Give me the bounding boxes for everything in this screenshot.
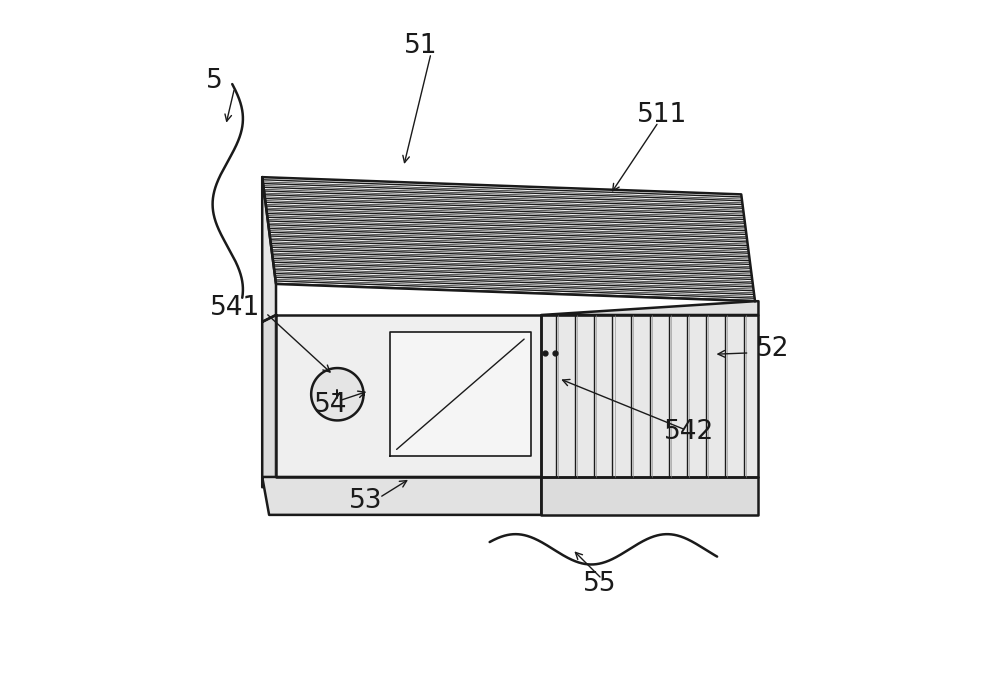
Text: 52: 52 [755,336,789,363]
Polygon shape [541,301,758,315]
Polygon shape [262,477,541,515]
Text: 5: 5 [206,68,222,93]
Polygon shape [262,177,276,322]
Text: 54: 54 [314,392,348,417]
Text: 511: 511 [637,102,687,128]
Polygon shape [262,315,276,487]
Text: 541: 541 [210,295,260,321]
Text: 53: 53 [349,488,382,514]
Polygon shape [311,368,364,421]
Polygon shape [541,477,758,515]
Polygon shape [390,332,531,456]
Polygon shape [276,315,541,477]
Text: 542: 542 [664,419,715,445]
Text: 55: 55 [583,571,617,597]
Polygon shape [541,315,758,477]
Text: 51: 51 [404,33,437,60]
Polygon shape [262,177,755,301]
